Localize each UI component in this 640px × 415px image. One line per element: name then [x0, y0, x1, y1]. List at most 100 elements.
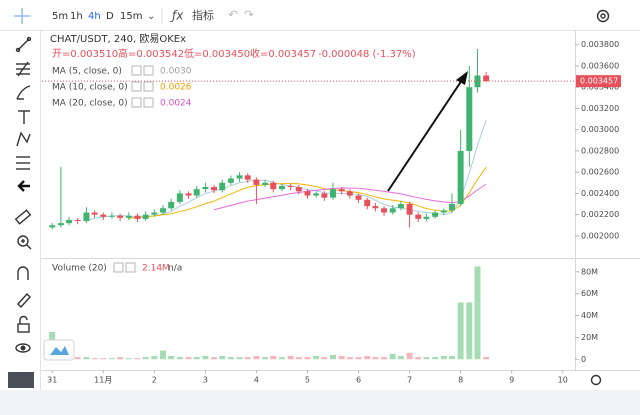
volume-bar [108, 358, 115, 360]
candle-body [270, 182, 277, 190]
brush-tool[interactable] [16, 85, 31, 100]
ohlc-value: 收=0.003457 [250, 47, 316, 60]
volume-bar [185, 357, 192, 360]
y-tick-label: 0.002200 [581, 210, 619, 219]
volume-bar [117, 357, 124, 360]
x-tick-label: 11月 [94, 376, 112, 385]
interval-button[interactable]: 5m [52, 11, 68, 22]
candle-body [338, 189, 345, 192]
volume-bar [346, 357, 353, 360]
x-tick-label: 5 [305, 376, 310, 385]
legend-icon[interactable] [113, 262, 124, 273]
legend-icon[interactable] [131, 81, 142, 92]
last-price-box [576, 75, 621, 88]
volume-bar [415, 357, 422, 360]
candle-body [313, 193, 320, 196]
back-arrow[interactable] [17, 180, 30, 192]
interval-button[interactable]: 1h [70, 11, 83, 22]
lock-drawing-tool[interactable] [17, 292, 31, 309]
indicators-button[interactable]: 指标 [192, 8, 214, 22]
candle-body [483, 75, 490, 82]
x-tick-label: 2 [152, 376, 157, 385]
candle-body [142, 214, 149, 219]
redo[interactable]: ↷ [244, 8, 254, 22]
chart-settings-icon[interactable] [590, 374, 602, 386]
x-tick-label: 3 [203, 376, 208, 385]
candle-body [295, 187, 302, 192]
interval-button[interactable]: 4h [88, 11, 101, 22]
ohlc-value: 高=0.003542 [118, 47, 184, 60]
volume-bar [100, 358, 107, 360]
settings-icon[interactable] [596, 9, 610, 23]
legend-icon[interactable] [143, 65, 154, 76]
interval-button[interactable]: 15m [120, 11, 142, 22]
last-price-label: 0.003457 [580, 77, 618, 86]
visibility-tool[interactable] [15, 343, 31, 353]
volume-bar [457, 302, 464, 360]
volume-bar [253, 355, 260, 360]
fib-tool[interactable] [16, 61, 30, 77]
ohlc-value: 低=0.003450 [184, 47, 250, 60]
zoom-tool[interactable] [17, 235, 32, 250]
volume-bar [355, 357, 362, 360]
ma-value: 0.0030 [160, 67, 192, 77]
volume-bar [142, 357, 149, 360]
volume-bar [74, 357, 81, 360]
magnet-tool[interactable] [17, 266, 29, 280]
candle-body [100, 214, 107, 217]
candle-body [440, 210, 447, 213]
volume-tick-label: 20M [581, 333, 598, 342]
candle-body [423, 216, 430, 219]
legend-icon[interactable] [125, 262, 136, 273]
volume-bar [338, 355, 345, 360]
candle-body [364, 199, 371, 207]
fx-icon[interactable]: ƒx [170, 9, 184, 23]
lock-tool[interactable] [17, 315, 30, 333]
candle-body [83, 212, 90, 222]
x-tick-label: 8 [458, 376, 463, 385]
candle-body [432, 212, 439, 217]
legend-icon[interactable] [131, 65, 142, 76]
ma-line [128, 166, 487, 219]
candle-body [91, 212, 98, 215]
volume-tick-label: 40M [581, 311, 598, 320]
candle-body [74, 219, 81, 222]
y-tick-label: 0.003200 [581, 104, 619, 113]
candle-body [185, 193, 192, 196]
candle-body [321, 193, 328, 198]
undo[interactable]: ↶ [228, 8, 238, 22]
y-tick-label: 0.002800 [581, 146, 619, 155]
x-tick-label: 9 [509, 376, 514, 385]
volume-bar [372, 357, 379, 360]
volume-bar [474, 266, 481, 360]
legend-icon[interactable] [143, 97, 154, 108]
y-tick-label: 0.002400 [581, 189, 619, 198]
candle-body [381, 208, 388, 213]
volume-bar [193, 357, 200, 360]
trend-line-tool[interactable] [15, 36, 32, 53]
interval-button[interactable]: D [106, 11, 114, 22]
pattern-tool[interactable] [16, 131, 31, 147]
ruler-tool[interactable] [14, 209, 32, 225]
candle-body [389, 208, 396, 213]
candle-body [397, 204, 404, 209]
volume-bar [389, 353, 396, 360]
legend-icon[interactable] [143, 81, 154, 92]
candle-body [151, 212, 158, 215]
prediction-tool[interactable] [16, 156, 30, 170]
scroll-button[interactable] [8, 372, 34, 388]
text-tool[interactable] [18, 110, 30, 124]
volume-bar [364, 355, 371, 360]
crosshair-icon[interactable] [14, 8, 30, 24]
candle-body [227, 178, 234, 183]
legend-icon[interactable] [131, 97, 142, 108]
candle-body [304, 191, 311, 196]
x-tick-label: 10 [558, 376, 568, 385]
volume-bar [440, 355, 447, 360]
volume-bar [397, 355, 404, 360]
volume-bar [313, 355, 320, 360]
y-tick-label: 0.003000 [581, 125, 619, 134]
candle-body [346, 191, 353, 196]
